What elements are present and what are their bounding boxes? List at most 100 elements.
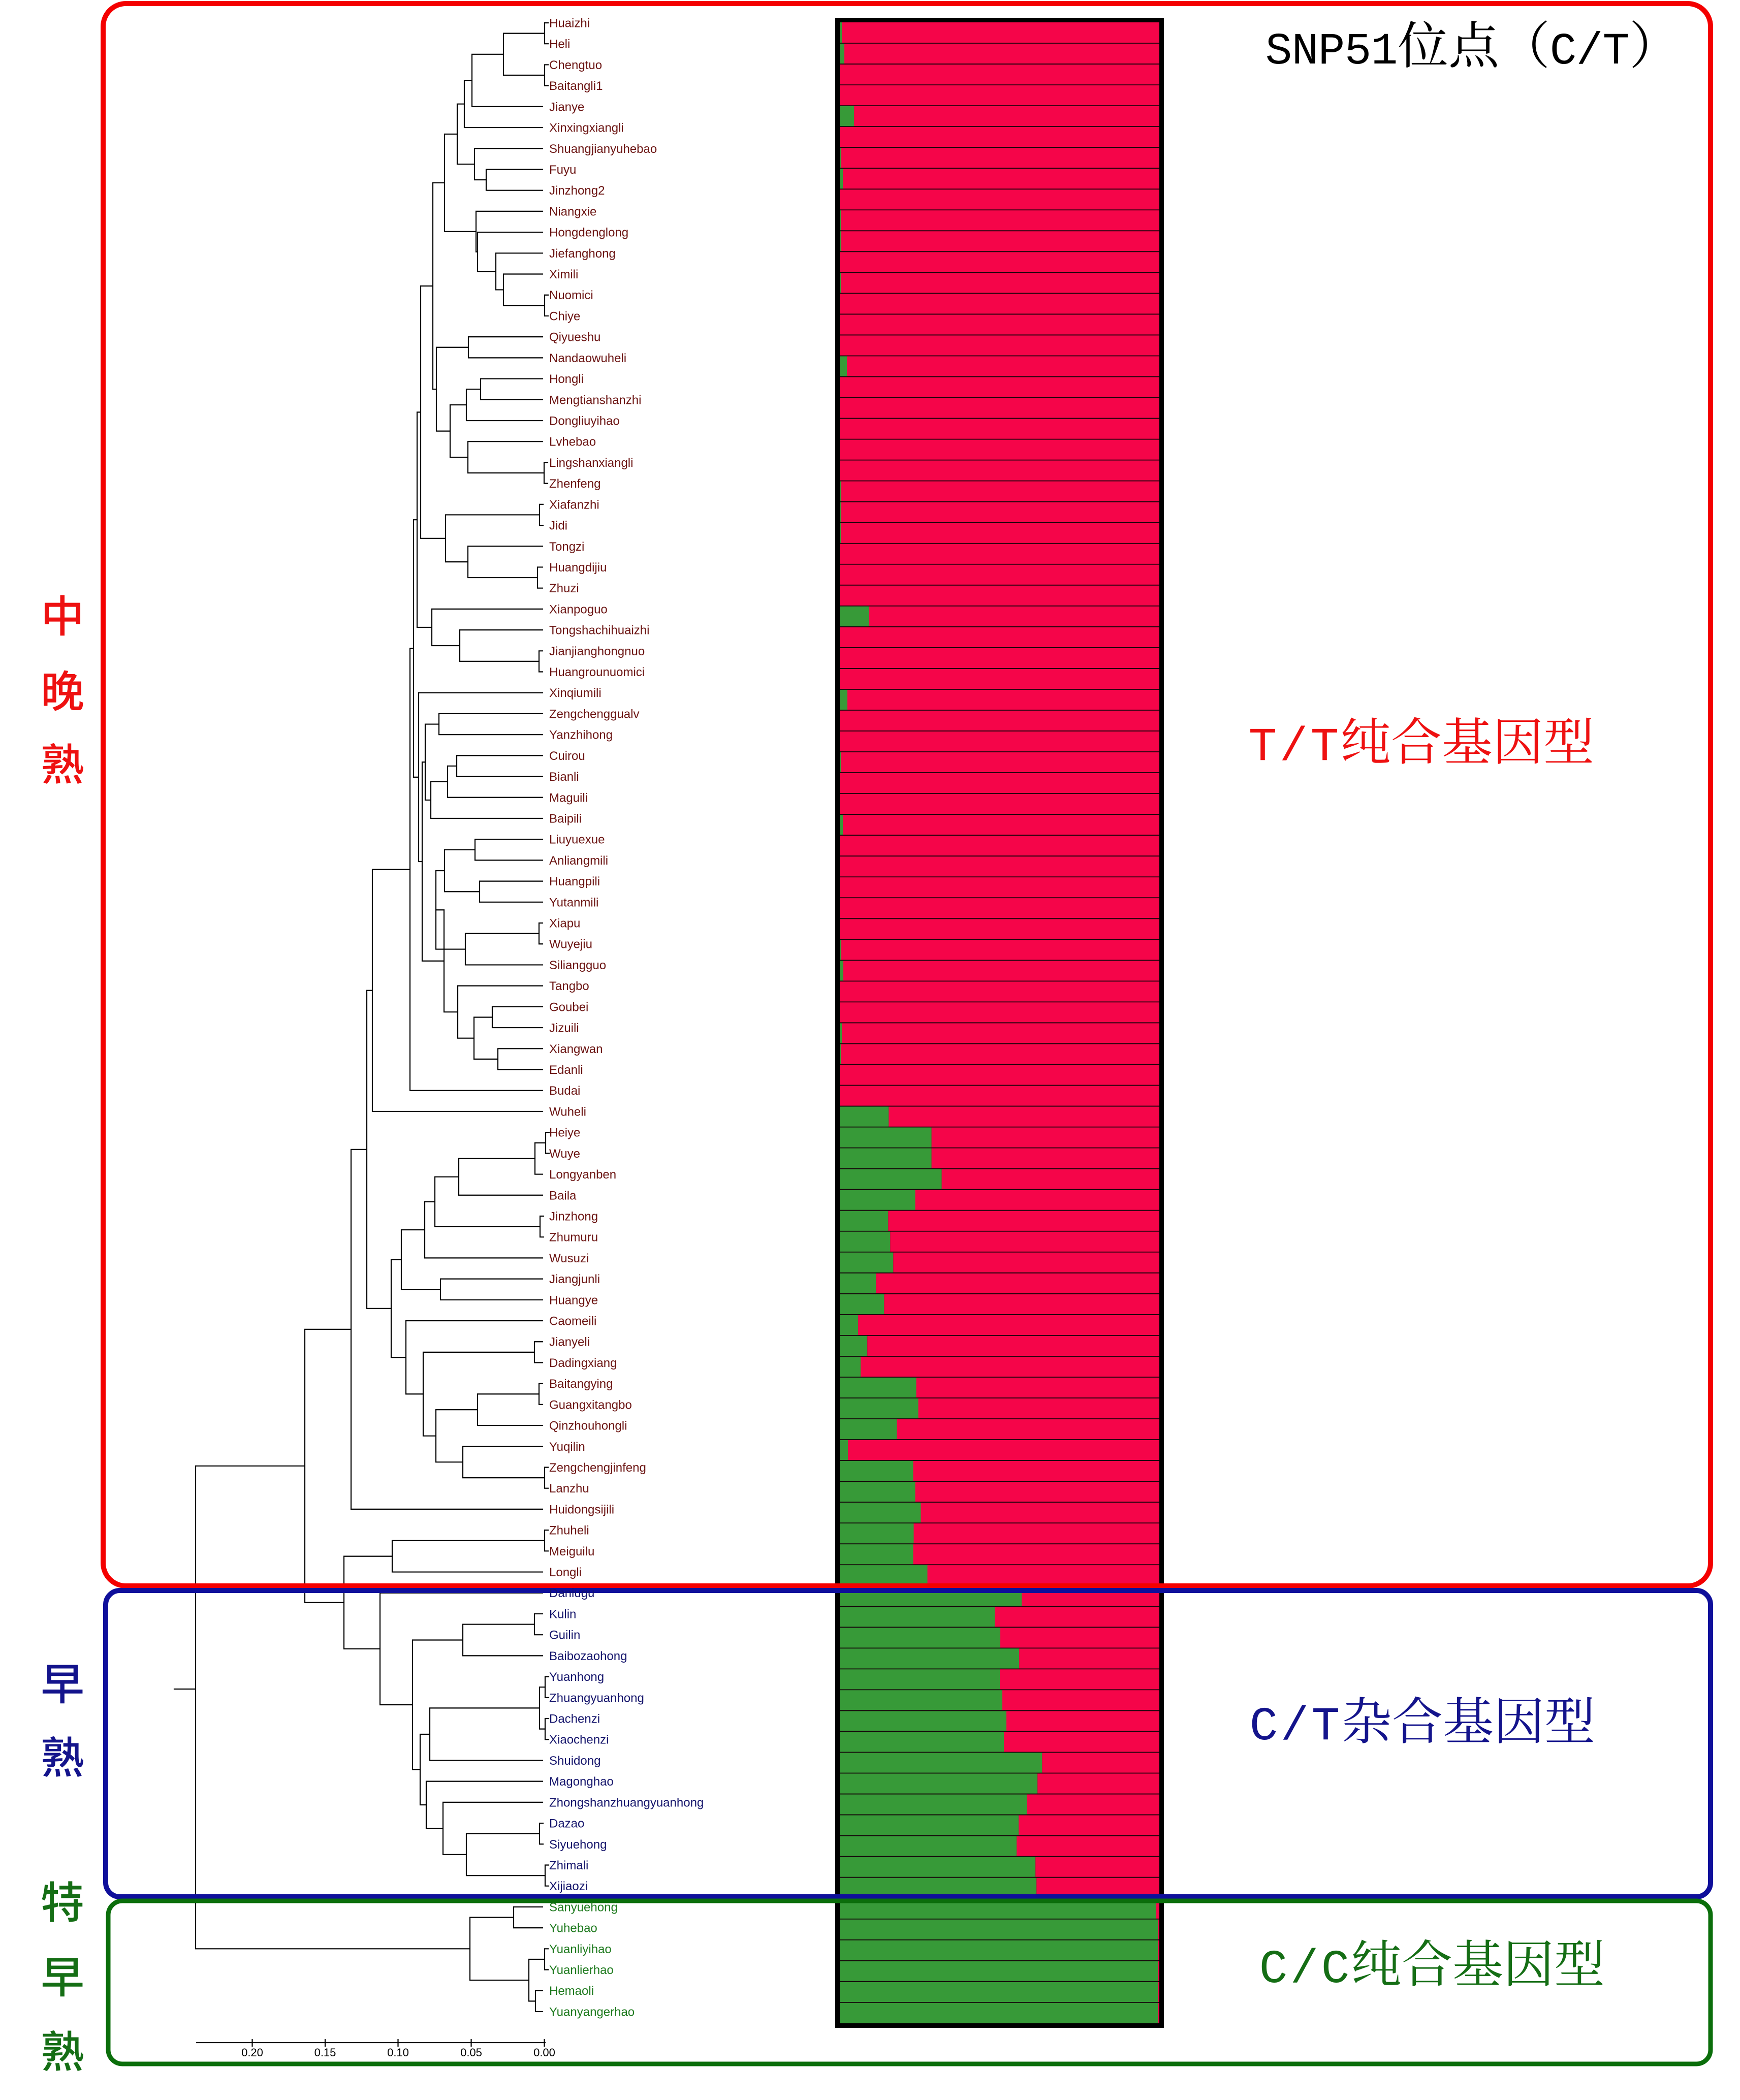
svg-text:Jianye: Jianye — [549, 100, 584, 114]
svg-text:Nuomici: Nuomici — [549, 289, 593, 302]
svg-text:1: 1 — [1371, 27, 1398, 77]
svg-text:Wusuzi: Wusuzi — [549, 1252, 589, 1265]
svg-text:Jinzhong: Jinzhong — [549, 1210, 598, 1224]
svg-text:Zhuangyuanhong: Zhuangyuanhong — [549, 1691, 644, 1705]
svg-text:T: T — [1311, 721, 1339, 774]
svg-text:Ximili: Ximili — [549, 268, 578, 281]
svg-text:Jiangjunli: Jiangjunli — [549, 1272, 600, 1286]
svg-text:T: T — [1312, 1700, 1340, 1754]
svg-text:Nandaowuheli: Nandaowuheli — [549, 352, 626, 365]
svg-text:Xiaochenzi: Xiaochenzi — [549, 1733, 609, 1747]
svg-text:Yuanhong: Yuanhong — [549, 1670, 604, 1684]
svg-text:Budai: Budai — [549, 1084, 580, 1098]
svg-text:Qinzhouhongli: Qinzhouhongli — [549, 1419, 627, 1433]
svg-text:Yuanyangerhao: Yuanyangerhao — [549, 2006, 635, 2019]
svg-text:Xinxingxiangli: Xinxingxiangli — [549, 121, 624, 135]
svg-text:Baibozaohong: Baibozaohong — [549, 1649, 627, 1663]
svg-text:Sanyuehong: Sanyuehong — [549, 1900, 618, 1914]
svg-text:Baila: Baila — [549, 1189, 577, 1202]
svg-text:Wuheli: Wuheli — [549, 1105, 586, 1119]
svg-text:Dadingxiang: Dadingxiang — [549, 1356, 617, 1370]
svg-text:/: / — [1290, 1943, 1319, 1996]
svg-text:Dongliuyihao: Dongliuyihao — [549, 415, 620, 428]
svg-text:Xiafanzhi: Xiafanzhi — [549, 498, 599, 512]
svg-text:Cuirou: Cuirou — [549, 749, 585, 763]
svg-text:Kulin: Kulin — [549, 1608, 576, 1621]
svg-text:Siyuehong: Siyuehong — [549, 1838, 607, 1852]
svg-text:/: / — [1576, 27, 1603, 77]
svg-text:Hongli: Hongli — [549, 372, 584, 386]
svg-text:Jidi: Jidi — [549, 519, 567, 533]
svg-text:Longli: Longli — [549, 1566, 582, 1579]
svg-text:Heli: Heli — [549, 38, 570, 51]
svg-text:Fuyu: Fuyu — [549, 163, 576, 177]
svg-text:Maguili: Maguili — [549, 791, 588, 805]
svg-text:Liuyuexue: Liuyuexue — [549, 833, 605, 847]
svg-text:Xiangwan: Xiangwan — [549, 1042, 603, 1056]
svg-text:0.10: 0.10 — [387, 2046, 409, 2059]
svg-text:Daniugu: Daniugu — [549, 1586, 594, 1600]
svg-text:Longyanben: Longyanben — [549, 1168, 616, 1182]
svg-text:Dachenzi: Dachenzi — [549, 1712, 600, 1726]
svg-text:Zhuzi: Zhuzi — [549, 582, 579, 595]
svg-text:N: N — [1292, 27, 1319, 77]
svg-text:Huangdijiu: Huangdijiu — [549, 561, 607, 575]
svg-text:Yuhebao: Yuhebao — [549, 1922, 597, 1935]
svg-text:Wuyejiu: Wuyejiu — [549, 938, 592, 951]
svg-text:Xiapu: Xiapu — [549, 917, 580, 931]
svg-text:Zhimali: Zhimali — [549, 1859, 588, 1872]
svg-text:Huidongsijili: Huidongsijili — [549, 1503, 614, 1516]
svg-text:T: T — [1249, 721, 1277, 774]
svg-text:Huangrounuomici: Huangrounuomici — [549, 665, 645, 679]
svg-text:Tongshachihuaizhi: Tongshachihuaizhi — [549, 624, 649, 638]
svg-text:Niangxie: Niangxie — [549, 205, 596, 218]
svg-text:Jiefanghong: Jiefanghong — [549, 247, 616, 261]
svg-text:Siliangguo: Siliangguo — [549, 959, 606, 972]
svg-text:Chiye: Chiye — [549, 309, 580, 323]
svg-text:Qiyueshu: Qiyueshu — [549, 331, 600, 344]
svg-text:Heiye: Heiye — [549, 1126, 580, 1140]
svg-text:Yanzhihong: Yanzhihong — [549, 728, 613, 742]
svg-text:Magonghao: Magonghao — [549, 1775, 614, 1789]
svg-text:Dazao: Dazao — [549, 1817, 584, 1831]
svg-text:Guilin: Guilin — [549, 1629, 580, 1642]
svg-text:Mengtianshanzhi: Mengtianshanzhi — [549, 393, 641, 407]
svg-text:Caomeili: Caomeili — [549, 1315, 596, 1328]
svg-text:Jinzhong2: Jinzhong2 — [549, 184, 605, 198]
svg-text:Zhenfeng: Zhenfeng — [549, 477, 600, 491]
svg-text:0.15: 0.15 — [314, 2046, 336, 2059]
svg-text:0.00: 0.00 — [533, 2046, 555, 2059]
svg-text:Shuidong: Shuidong — [549, 1754, 600, 1768]
svg-text:Zhongshanzhuangyuanhong: Zhongshanzhuangyuanhong — [549, 1796, 704, 1809]
svg-text:0.20: 0.20 — [241, 2046, 263, 2059]
svg-text:/: / — [1281, 1700, 1309, 1754]
svg-text:Shuangjianyuhebao: Shuangjianyuhebao — [549, 142, 657, 156]
svg-text:Goubei: Goubei — [549, 1000, 588, 1014]
svg-text:C: C — [1250, 1700, 1278, 1754]
svg-text:Baitangying: Baitangying — [549, 1377, 613, 1391]
svg-text:Zhuheli: Zhuheli — [549, 1524, 589, 1538]
svg-text:S: S — [1266, 27, 1292, 77]
svg-text:C: C — [1259, 1943, 1288, 1996]
svg-text:Baipili: Baipili — [549, 812, 582, 826]
svg-text:Anliangmili: Anliangmili — [549, 854, 608, 868]
svg-text:Hemaoli: Hemaoli — [549, 1984, 594, 1998]
svg-text:Lvhebao: Lvhebao — [549, 435, 596, 449]
svg-text:Edanli: Edanli — [549, 1063, 583, 1077]
svg-text:Meiguilu: Meiguilu — [549, 1545, 594, 1558]
svg-text:Yuanliyihao: Yuanliyihao — [549, 1943, 612, 1956]
svg-text:0.05: 0.05 — [460, 2046, 482, 2059]
svg-text:Bianli: Bianli — [549, 770, 579, 784]
svg-text:Zhumuru: Zhumuru — [549, 1231, 598, 1245]
svg-text:5: 5 — [1345, 27, 1372, 77]
svg-text:C: C — [1321, 1943, 1350, 1996]
svg-text:Huaizhi: Huaizhi — [549, 17, 590, 30]
svg-text:Jianjianghongnuo: Jianjianghongnuo — [549, 645, 645, 658]
svg-text:Zengchengjinfeng: Zengchengjinfeng — [549, 1461, 646, 1475]
svg-text:/: / — [1280, 721, 1308, 774]
svg-text:Zengchenggualv: Zengchenggualv — [549, 707, 639, 721]
svg-text:Yuqilin: Yuqilin — [549, 1440, 585, 1454]
svg-text:Yuanlierhao: Yuanlierhao — [549, 1963, 614, 1977]
svg-text:Xijiaozi: Xijiaozi — [549, 1880, 588, 1893]
svg-text:Guangxitangbo: Guangxitangbo — [549, 1398, 632, 1412]
